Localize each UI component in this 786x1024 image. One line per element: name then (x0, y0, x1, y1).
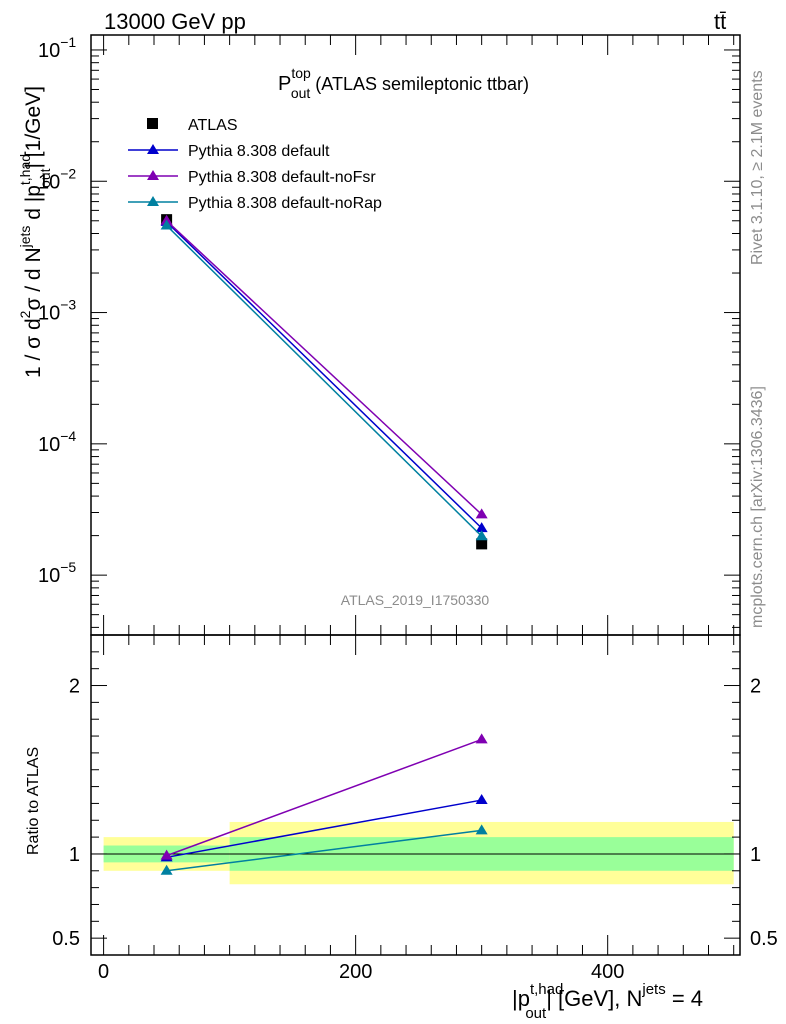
main-y-tick-label: 10−2 (38, 165, 76, 193)
ratio-series-point-1 (160, 849, 173, 860)
main-series-point-2 (475, 530, 488, 541)
ratio-axis-ticks: 0 200 400 0.5 0.5 1 1 2 2 (52, 35, 778, 983)
main-y-tick-label: 10−4 (38, 428, 76, 456)
rivet-label: Rivet 3.1.10, ≥ 2.1M events (749, 70, 766, 265)
ratio-series-point-1 (475, 733, 488, 744)
legend-marker-nofsr (147, 170, 159, 180)
ratio-series-point-0 (475, 794, 488, 805)
x-axis-label: |pt,had out| [GeV], Njets = 4 (512, 981, 703, 1022)
ratio-y-tick-label-right: 2 (750, 676, 761, 698)
legend-label-default: Pythia 8.308 default (188, 143, 330, 160)
ratio-plot-marks (160, 733, 488, 875)
main-y-tick-label: 10−3 (38, 297, 76, 325)
legend-marker-default (147, 144, 159, 154)
process-label: tt̄ (714, 9, 726, 34)
main-series-line-1 (166, 220, 483, 515)
main-plot-marks (160, 214, 488, 550)
legend-label-norap: Pythia 8.308 default-noRap (188, 195, 382, 212)
atlas-data-point (476, 538, 488, 550)
chart-title: Ptop out (ATLAS semileptonic ttbar) (278, 65, 529, 101)
ratio-y-tick-label: 2 (69, 676, 80, 698)
legend-label-atlas: ATLAS (188, 117, 238, 134)
ratio-series-line-2 (166, 829, 482, 872)
legend-marker-atlas (147, 118, 158, 129)
ratio-y-axis-label: Ratio to ATLAS (25, 747, 42, 855)
ratio-series-point-2 (475, 824, 488, 835)
x-tick-label: 200 (339, 961, 372, 983)
ratio-series-line-1 (166, 738, 482, 857)
main-series-line-2 (166, 224, 483, 537)
main-series-point-0 (475, 522, 488, 533)
main-series-line-0 (166, 221, 483, 529)
main-y-tick-label: 10−5 (38, 559, 76, 587)
legend: ATLAS Pythia 8.308 default Pythia 8.308 … (128, 117, 382, 212)
main-y-tick-label: 10−1 (38, 34, 76, 62)
main-series-point-1 (475, 508, 488, 519)
energy-label: 13000 GeV pp (104, 9, 246, 34)
main-series-point-2 (160, 219, 173, 230)
analysis-watermark: ATLAS_2019_I1750330 (341, 592, 490, 608)
ratio-series-point-2 (160, 864, 173, 875)
x-tick-label: 0 (98, 961, 109, 983)
legend-marker-norap (147, 196, 159, 206)
legend-label-nofsr: Pythia 8.308 default-noFsr (188, 169, 376, 186)
ratio-uncertainty-bands (91, 821, 740, 885)
ratio-y-tick-label: 0.5 (52, 928, 80, 950)
ratio-y-tick-label-right: 1 (750, 844, 761, 866)
ratio-y-tick-label-right: 0.5 (750, 928, 778, 950)
ratio-panel-frame (90, 634, 741, 956)
ratio-series-line-0 (166, 799, 482, 859)
main-axis-ticks: 10−1 10−2 10−3 10−4 10−5 (38, 34, 740, 628)
x-tick-label: 400 (591, 961, 624, 983)
ratio-y-tick-label: 1 (69, 844, 80, 866)
main-y-axis-label: 1 / σ d2σ / d Njets d |pt,had out| [1/GeV… (17, 86, 53, 378)
mcplots-label: mcplots.cern.ch [arXiv:1306.3436] (749, 386, 766, 628)
